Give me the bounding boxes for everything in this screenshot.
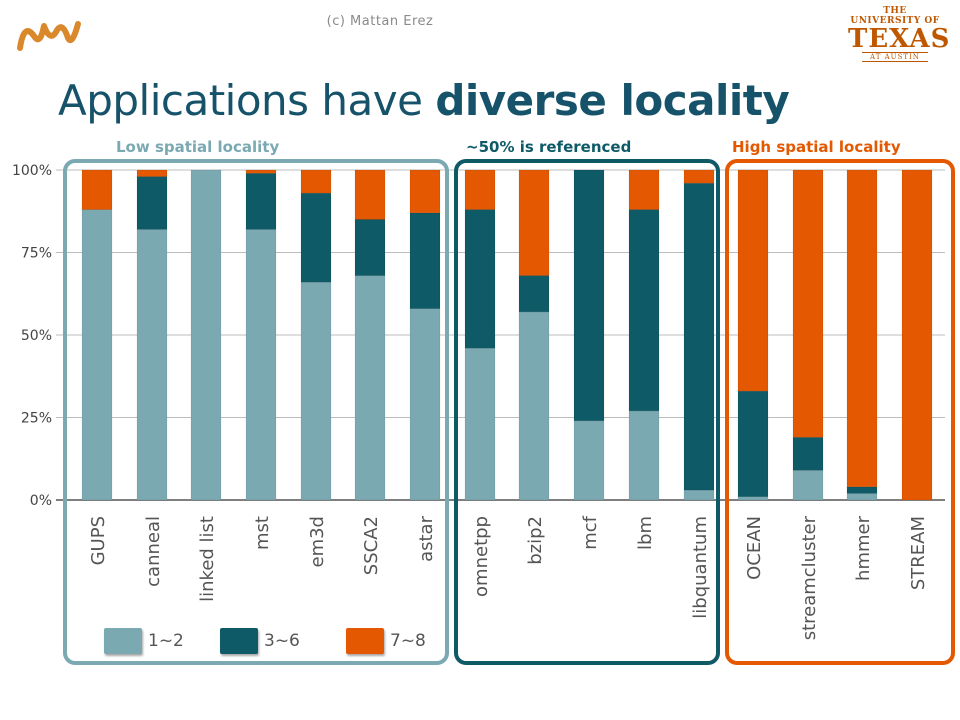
title-emphasis: diverse locality <box>435 76 790 125</box>
x-tick-label: streamcluster <box>799 515 820 640</box>
bar-segment-3-6 <box>683 182 715 491</box>
bar-segment-7-8 <box>354 169 386 220</box>
bar-segment-7-8 <box>136 169 168 177</box>
bar-segment-1-2 <box>300 281 332 501</box>
bar-segment-3-6 <box>518 275 550 313</box>
bar-segment-7-8 <box>300 169 332 194</box>
bar-segment-7-8 <box>409 169 441 214</box>
legend-swatch-1 <box>104 628 142 654</box>
bar-segment-1-2 <box>737 496 769 501</box>
group-box-low <box>63 159 449 665</box>
legend-item-1: 1~2 <box>104 624 184 658</box>
bar-segment-3-6 <box>628 209 660 412</box>
bar-segment-1-2 <box>683 489 715 501</box>
x-tick-label: hmmer <box>853 515 874 581</box>
x-tick-label: SSCA2 <box>361 516 382 575</box>
y-tick-label: 50% <box>21 328 52 344</box>
bar-segment-1-2 <box>136 229 168 501</box>
copyright-text: (c) Mattan Erez <box>326 14 434 29</box>
group-box-mid <box>454 159 720 665</box>
y-tick-label: 25% <box>21 411 52 427</box>
legend-swatch-3 <box>346 628 384 654</box>
ut-austin-logo: THE UNIVERSITY OF TEXAS AT AUSTIN <box>848 6 951 62</box>
x-tick-label: libquantum <box>690 516 711 619</box>
bar-segment-3-6 <box>737 390 769 498</box>
y-tick-label: 100% <box>12 163 52 179</box>
legend-swatch-2 <box>220 628 258 654</box>
bar-segment-7-8 <box>846 169 878 488</box>
y-axis-ticks: 0% 25% 50% 75% 100% <box>12 163 52 509</box>
x-tick-label: OCEAN <box>744 516 765 580</box>
bar-segment-7-8 <box>901 169 933 501</box>
bar-segment-3-6 <box>245 173 277 230</box>
logo-line-1: THE UNIVERSITY OF <box>850 6 940 26</box>
bar-segment-1-2 <box>573 420 605 501</box>
bars <box>81 169 933 501</box>
x-tick-label: astar <box>416 515 437 561</box>
x-tick-label: mst <box>252 516 273 550</box>
x-tick-label: GUPS <box>88 516 109 565</box>
x-tick-label: bzip2 <box>525 516 546 565</box>
legend-item-2: 3~6 <box>220 624 300 658</box>
group-label-high: High spatial locality <box>732 138 901 156</box>
bar-segment-7-8 <box>683 169 715 184</box>
x-axis-labels: GUPS canneal linked list mst em3d SSCA2 astar o… <box>88 515 929 640</box>
logo-line-2: TEXAS <box>848 24 951 54</box>
bar-segment-3-6 <box>354 219 386 276</box>
legend-label-1: 1~2 <box>148 631 184 651</box>
legend-label-2: 3~6 <box>264 631 300 651</box>
x-tick-label: STREAM <box>908 516 929 590</box>
title-prefix: Applications have <box>58 76 436 125</box>
bar-segment-3-6 <box>846 486 878 494</box>
legend-item-3: 7~8 <box>346 624 426 658</box>
x-tick-label: linked list <box>197 516 218 602</box>
bar-segment-1-2 <box>81 209 113 501</box>
y-tick-label: 0% <box>30 493 52 509</box>
bar-segment-3-6 <box>409 212 441 309</box>
bar-segment-1-2 <box>518 311 550 501</box>
bar-segment-7-8 <box>792 169 824 438</box>
page-title: Applications have diverse locality <box>58 76 790 125</box>
x-tick-label: em3d <box>307 516 328 568</box>
bar-segment-1-2 <box>245 229 277 501</box>
group-label-low: Low spatial locality <box>116 138 280 156</box>
bar-segment-3-6 <box>573 169 605 422</box>
group-label-mid: ~50% is referenced <box>466 138 632 156</box>
bar-segment-7-8 <box>518 169 550 276</box>
y-tick-label: 75% <box>21 246 52 262</box>
bar-segment-1-2 <box>628 410 660 501</box>
bar-segment-1-2 <box>190 169 222 501</box>
bar-segment-7-8 <box>737 169 769 392</box>
legend-label-3: 7~8 <box>390 631 426 651</box>
lph-logo-icon <box>14 12 84 60</box>
bar-segment-3-6 <box>464 209 496 349</box>
x-tick-label: canneal <box>143 516 164 587</box>
x-tick-label: mcf <box>580 515 601 549</box>
bar-segment-1-2 <box>464 347 496 501</box>
bar-segment-3-6 <box>136 176 168 230</box>
x-tick-label: omnetpp <box>471 516 492 597</box>
bar-segment-1-2 <box>409 308 441 501</box>
x-tick-label: lbm <box>635 516 656 550</box>
bar-segment-1-2 <box>354 275 386 501</box>
logo-line-3: AT AUSTIN <box>862 52 928 62</box>
bar-segment-1-2 <box>846 493 878 501</box>
bar-segment-1-2 <box>792 469 824 501</box>
bar-segment-3-6 <box>792 436 824 471</box>
bar-segment-3-6 <box>300 192 332 283</box>
bar-segment-7-8 <box>464 169 496 210</box>
bar-segment-7-8 <box>245 169 277 174</box>
bar-segment-7-8 <box>628 169 660 210</box>
bar-segment-7-8 <box>81 169 113 210</box>
group-box-high <box>725 159 955 665</box>
